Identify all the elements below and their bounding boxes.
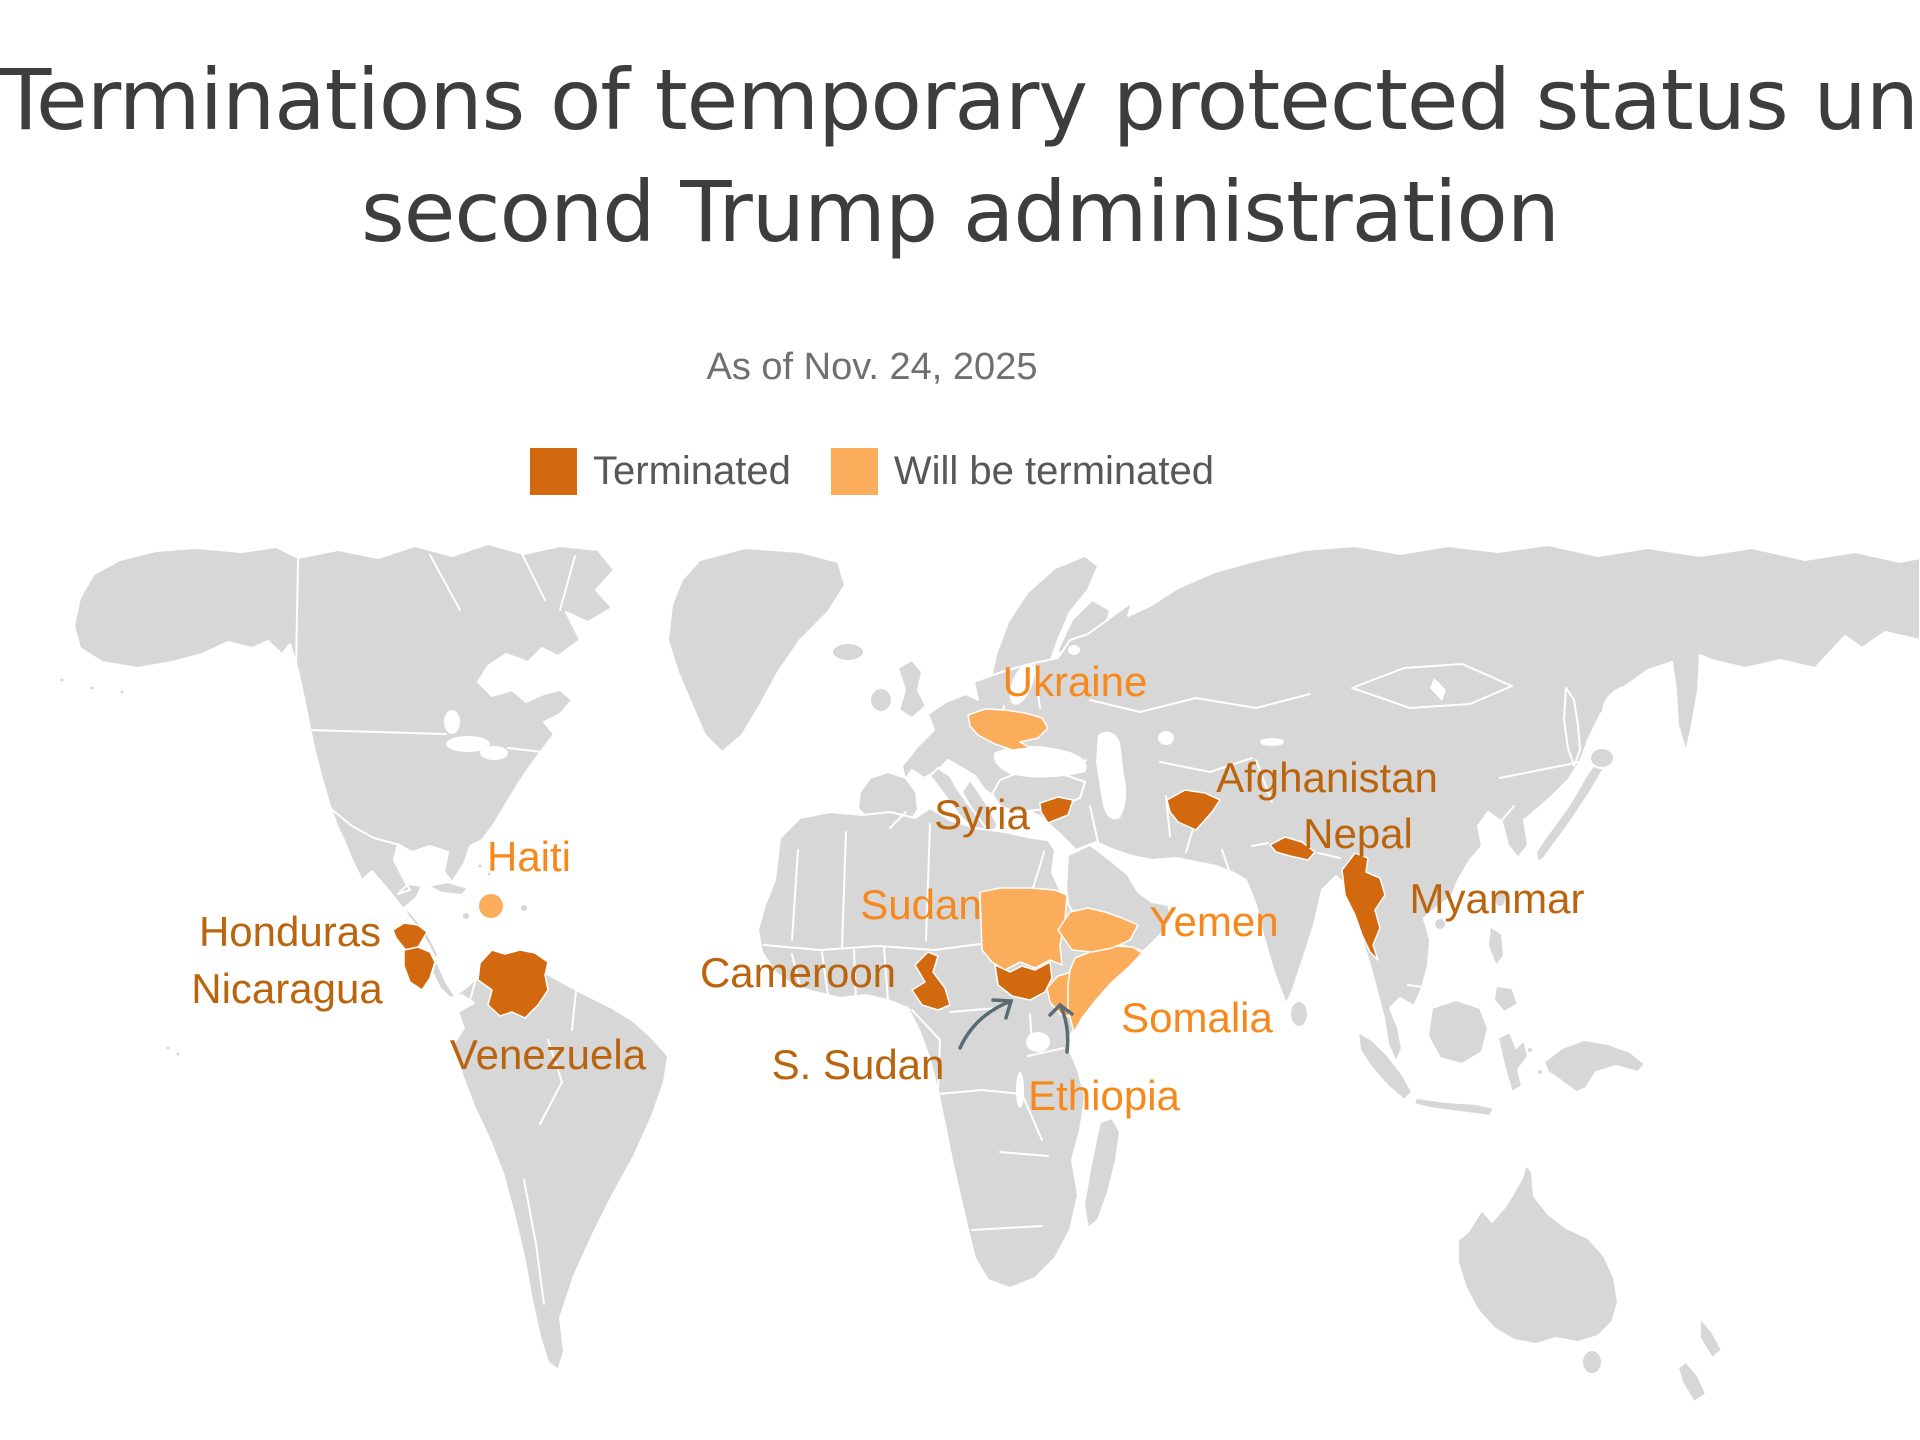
island-madagascar	[1083, 1117, 1121, 1229]
island-greenland	[667, 547, 846, 753]
country-label-syria: Syria	[934, 791, 1030, 838]
country-shape-south-sudan	[994, 961, 1053, 1001]
island-sulawesi	[1497, 1031, 1529, 1093]
country-label-haiti: Haiti	[487, 833, 571, 880]
country-shape-sudan	[979, 887, 1068, 971]
island-mindanao	[1493, 985, 1519, 1013]
island-hawaii-1	[164, 1044, 172, 1052]
island-bahamas-1	[476, 862, 484, 870]
island-great-britain	[897, 659, 927, 719]
continent-australia	[1457, 1164, 1619, 1345]
country-label-ukraine: Ukraine	[1003, 658, 1148, 705]
country-label-south-sudan: S. Sudan	[772, 1041, 945, 1088]
country-shape-venezuela	[477, 949, 549, 1019]
lake-tanganyika	[1016, 1072, 1024, 1108]
lake-balkhash	[1260, 738, 1284, 746]
island-hainan	[1433, 917, 1447, 931]
island-aleutian-3	[118, 688, 126, 696]
island-aleutian-1	[58, 676, 66, 684]
country-shape-yemen	[1057, 907, 1139, 953]
legend-item-will-be-terminated: Will be terminated	[830, 448, 1214, 495]
country-label-nicaragua: Nicaragua	[191, 965, 383, 1012]
country-label-ethiopia: Ethiopia	[1028, 1072, 1180, 1119]
country-labels: Honduras Nicaragua Venezuela Haiti Ukrai…	[191, 658, 1584, 1119]
lake-superior	[446, 736, 490, 752]
legend: Terminated Will be terminated	[0, 448, 1744, 495]
country-label-somalia: Somalia	[1121, 994, 1273, 1041]
lake-ladoga	[1068, 645, 1080, 655]
island-cuba	[427, 881, 469, 896]
legend-label-terminated: Terminated	[593, 449, 791, 493]
highlighted-countries	[392, 708, 1386, 1033]
legend-label-will-be-terminated: Will be terminated	[893, 449, 1214, 493]
inland-water	[444, 645, 1670, 1108]
island-bahamas-2	[485, 870, 493, 878]
country-label-venezuela: Venezuela	[450, 1031, 647, 1078]
country-label-myanmar: Myanmar	[1409, 875, 1584, 922]
arrow-to-ethiopia	[1058, 1003, 1070, 1054]
country-shape-syria	[1039, 796, 1074, 824]
island-puerto-rico	[519, 903, 529, 913]
country-label-yemen: Yemen	[1149, 898, 1278, 945]
continent-americas	[73, 543, 669, 1371]
island-ireland	[869, 687, 893, 713]
country-label-afghanistan: Afghanistan	[1216, 754, 1438, 801]
annotation-arrows	[958, 998, 1074, 1054]
island-hawaii-2	[174, 1050, 182, 1058]
island-tasmania	[1581, 1349, 1603, 1375]
country-shape-ukraine	[967, 708, 1049, 751]
lake-winnipeg	[444, 710, 460, 734]
chart-title-line2: second Trump administration	[360, 163, 1560, 261]
country-dot-haiti	[479, 894, 503, 918]
arrow-to-south-sudan-head	[991, 998, 1014, 1020]
sea-of-okhotsk	[1602, 684, 1670, 740]
country-label-cameroon: Cameroon	[700, 949, 896, 996]
arrow-to-south-sudan	[958, 999, 1013, 1050]
island-java	[1413, 1097, 1495, 1117]
island-new-guinea	[1543, 1039, 1646, 1093]
islands-new-zealand	[1677, 1317, 1723, 1403]
baltic-sea	[1009, 663, 1035, 705]
country-label-sudan: Sudan	[860, 881, 981, 928]
black-sea	[994, 746, 1087, 778]
chart-title-line1: Terminations of temporary protected stat…	[0, 51, 1920, 149]
island-aleutian-2	[88, 684, 96, 692]
chart-title: Terminations of temporary protected stat…	[0, 44, 1920, 268]
country-shape-nepal	[1269, 836, 1316, 861]
country-shape-myanmar	[1341, 852, 1386, 961]
arrow-to-ethiopia-head	[1048, 1002, 1074, 1017]
country-shape-afghanistan	[1166, 789, 1221, 831]
country-shape-honduras	[392, 922, 428, 958]
lake-victoria	[1026, 1032, 1050, 1052]
legend-swatch-terminated	[530, 448, 577, 495]
country-shape-nicaragua	[403, 946, 436, 991]
island-sakhalin	[1563, 687, 1581, 767]
chart-subtitle: As of Nov. 24, 2025	[706, 346, 1038, 388]
island-jamaica	[461, 911, 471, 921]
island-sri-lanka	[1289, 1000, 1309, 1028]
legend-item-terminated: Terminated	[530, 448, 791, 495]
continent-eurasia	[901, 544, 1920, 1063]
island-sumatra	[1357, 1031, 1413, 1101]
aral-sea	[1158, 731, 1174, 745]
islands-philippines	[1487, 925, 1505, 967]
lake-michigan-huron	[480, 746, 508, 760]
country-borders	[295, 549, 1581, 1305]
country-shape-somalia	[1067, 945, 1143, 1033]
caspian-sea	[1096, 731, 1127, 820]
island-hokkaido	[1589, 747, 1615, 769]
island-spec-2	[1536, 1068, 1544, 1076]
legend-swatch-will-be-terminated	[830, 448, 878, 495]
island-iceland	[831, 642, 865, 662]
country-shape-cameroon	[911, 951, 951, 1011]
country-label-nepal: Nepal	[1303, 810, 1413, 857]
country-label-honduras: Honduras	[199, 908, 381, 955]
island-spec-1	[1526, 1046, 1534, 1054]
island-taiwan	[1493, 888, 1507, 908]
lake-baikal	[1430, 678, 1446, 701]
island-borneo	[1427, 999, 1489, 1065]
